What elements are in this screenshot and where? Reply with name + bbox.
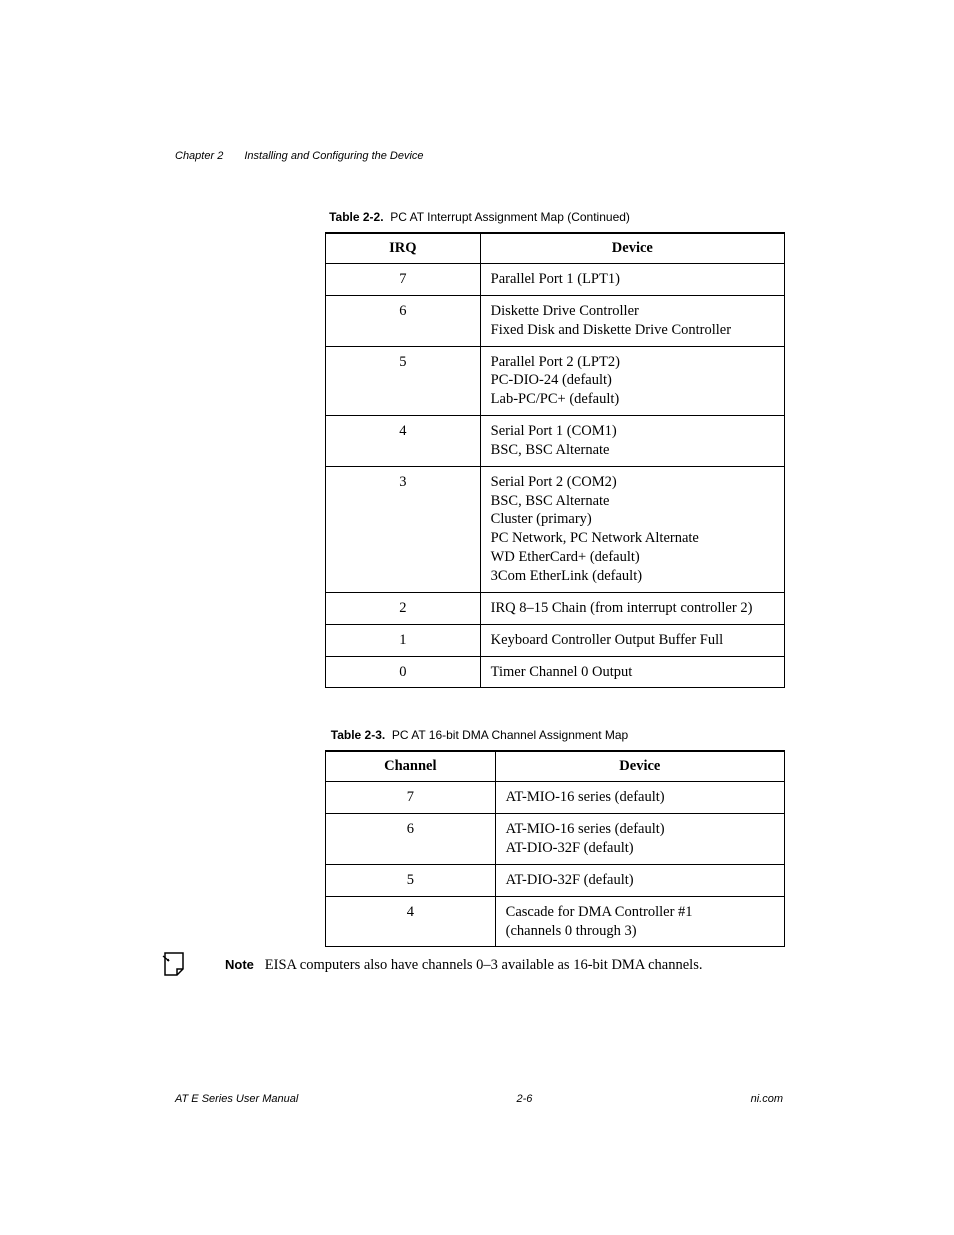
table-row: 6Diskette Drive ControllerFixed Disk and… (326, 295, 785, 346)
irq-table: IRQ Device 7Parallel Port 1 (LPT1) 6Disk… (325, 232, 785, 688)
table-2-3-caption: Table 2-3. PC AT 16-bit DMA Channel Assi… (175, 728, 784, 742)
footer-site: ni.com (751, 1093, 783, 1105)
table-header-row: IRQ Device (326, 233, 785, 264)
irq-cell: 3 (326, 466, 481, 592)
table-row: 4Serial Port 1 (COM1)BSC, BSC Alternate (326, 416, 785, 467)
irq-cell: 0 (326, 656, 481, 688)
irq-cell: 6 (326, 295, 481, 346)
table-row: 5AT-DIO-32F (default) (326, 864, 785, 896)
irq-cell: 7 (326, 264, 481, 296)
note-block: Note EISA computers also have channels 0… (167, 957, 787, 974)
irq-cell: 4 (326, 416, 481, 467)
channel-cell: 5 (326, 864, 496, 896)
device-header: Device (495, 751, 784, 782)
table-row: 7Parallel Port 1 (LPT1) (326, 264, 785, 296)
table-2-3-caption-text: PC AT 16-bit DMA Channel Assignment Map (392, 728, 628, 742)
note-label: Note (225, 957, 254, 972)
device-cell: IRQ 8–15 Chain (from interrupt controlle… (480, 592, 784, 624)
table-header-row: Channel Device (326, 751, 785, 782)
running-header: Chapter 2 Installing and Configuring the… (175, 150, 784, 162)
note-body: EISA computers also have channels 0–3 av… (265, 957, 703, 973)
device-cell: Keyboard Controller Output Buffer Full (480, 624, 784, 656)
table-row: 2IRQ 8–15 Chain (from interrupt controll… (326, 592, 785, 624)
table-row: 3Serial Port 2 (COM2)BSC, BSC AlternateC… (326, 466, 785, 592)
device-cell: Timer Channel 0 Output (480, 656, 784, 688)
footer-manual-title: AT E Series User Manual (175, 1093, 298, 1105)
irq-cell: 1 (326, 624, 481, 656)
note-icon (161, 951, 189, 982)
dma-table: Channel Device 7AT-MIO-16 series (defaul… (325, 750, 785, 947)
device-header: Device (480, 233, 784, 264)
footer-page-number: 2-6 (516, 1093, 532, 1105)
channel-cell: 7 (326, 782, 496, 814)
chapter-label: Chapter 2 (175, 150, 223, 162)
device-cell: Serial Port 1 (COM1)BSC, BSC Alternate (480, 416, 784, 467)
device-cell: Parallel Port 2 (LPT2)PC-DIO-24 (default… (480, 346, 784, 416)
chapter-title: Installing and Configuring the Device (244, 150, 423, 162)
page-footer: AT E Series User Manual 2-6 ni.com (175, 1093, 783, 1105)
irq-header: IRQ (326, 233, 481, 264)
irq-cell: 5 (326, 346, 481, 416)
table-row: 5Parallel Port 2 (LPT2)PC-DIO-24 (defaul… (326, 346, 785, 416)
table-2-3-caption-prefix: Table 2-3. (331, 728, 385, 742)
table-2-2-caption-text: PC AT Interrupt Assignment Map (Continue… (390, 210, 630, 224)
device-cell: AT-MIO-16 series (default)AT-DIO-32F (de… (495, 814, 784, 865)
table-row: 6AT-MIO-16 series (default)AT-DIO-32F (d… (326, 814, 785, 865)
table-2-2-caption-prefix: Table 2-2. (329, 210, 383, 224)
irq-cell: 2 (326, 592, 481, 624)
device-cell: Parallel Port 1 (LPT1) (480, 264, 784, 296)
table-row: 0Timer Channel 0 Output (326, 656, 785, 688)
table-row: 4Cascade for DMA Controller #1(channels … (326, 896, 785, 947)
table-2-2-caption: Table 2-2. PC AT Interrupt Assignment Ma… (175, 210, 784, 224)
device-cell: Diskette Drive ControllerFixed Disk and … (480, 295, 784, 346)
device-cell: AT-DIO-32F (default) (495, 864, 784, 896)
table-row: 7AT-MIO-16 series (default) (326, 782, 785, 814)
device-cell: Serial Port 2 (COM2)BSC, BSC AlternateCl… (480, 466, 784, 592)
device-cell: AT-MIO-16 series (default) (495, 782, 784, 814)
device-cell: Cascade for DMA Controller #1(channels 0… (495, 896, 784, 947)
channel-header: Channel (326, 751, 496, 782)
channel-cell: 4 (326, 896, 496, 947)
table-row: 1Keyboard Controller Output Buffer Full (326, 624, 785, 656)
channel-cell: 6 (326, 814, 496, 865)
